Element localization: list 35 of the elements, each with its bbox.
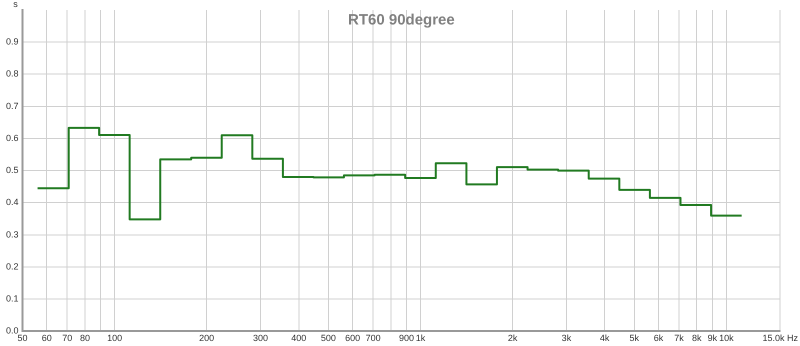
x-tick-label: 50 xyxy=(18,333,28,344)
y-tick-label: 0.1 xyxy=(6,294,19,304)
y-axis-title: s xyxy=(13,0,18,9)
x-tick-label: 60 xyxy=(42,333,52,344)
y-tick-label: 0.3 xyxy=(6,229,19,240)
y-tick-label: 0.8 xyxy=(6,68,19,79)
y-tick-label: 0.6 xyxy=(6,132,19,143)
y-tick-label: 0.7 xyxy=(6,100,19,111)
y-tick-label: 0.4 xyxy=(6,197,19,208)
x-tick-label: 70 xyxy=(62,333,72,344)
x-tick-label: 80 xyxy=(80,333,90,344)
x-tick-label: 7k xyxy=(674,333,684,344)
x-tick-label: 600 xyxy=(345,333,360,344)
x-tick-label: 500 xyxy=(320,333,336,344)
x-tick-label: 10k xyxy=(719,333,734,344)
x-tick-label: 3k xyxy=(562,333,572,344)
x-tick-label: 15.0k Hz xyxy=(762,333,798,344)
y-tick-label: 0.0 xyxy=(6,326,19,336)
x-tick-label: 6k xyxy=(654,333,664,344)
x-tick-label: 2k xyxy=(508,333,518,344)
chart-title: RT60 90degree xyxy=(348,12,455,29)
x-tick-label: 300 xyxy=(253,333,268,344)
x-tick-label: 700 xyxy=(366,333,381,344)
y-tick-label: 0.5 xyxy=(6,165,19,176)
y-tick-label: 0.9 xyxy=(6,36,19,47)
x-tick-label: 100 xyxy=(107,333,122,344)
x-tick-label: 200 xyxy=(199,333,214,344)
x-tick-label: 1k xyxy=(416,333,426,344)
x-tick-label: 8k xyxy=(692,333,702,344)
x-tick-label: 4k xyxy=(600,333,610,344)
x-tick-label: 400 xyxy=(291,333,306,344)
y-tick-label: 0.2 xyxy=(6,261,19,272)
x-tick-label: 5k xyxy=(630,333,640,344)
x-tick-label: 900 xyxy=(398,333,414,344)
x-tick-label: 9k xyxy=(708,333,718,344)
